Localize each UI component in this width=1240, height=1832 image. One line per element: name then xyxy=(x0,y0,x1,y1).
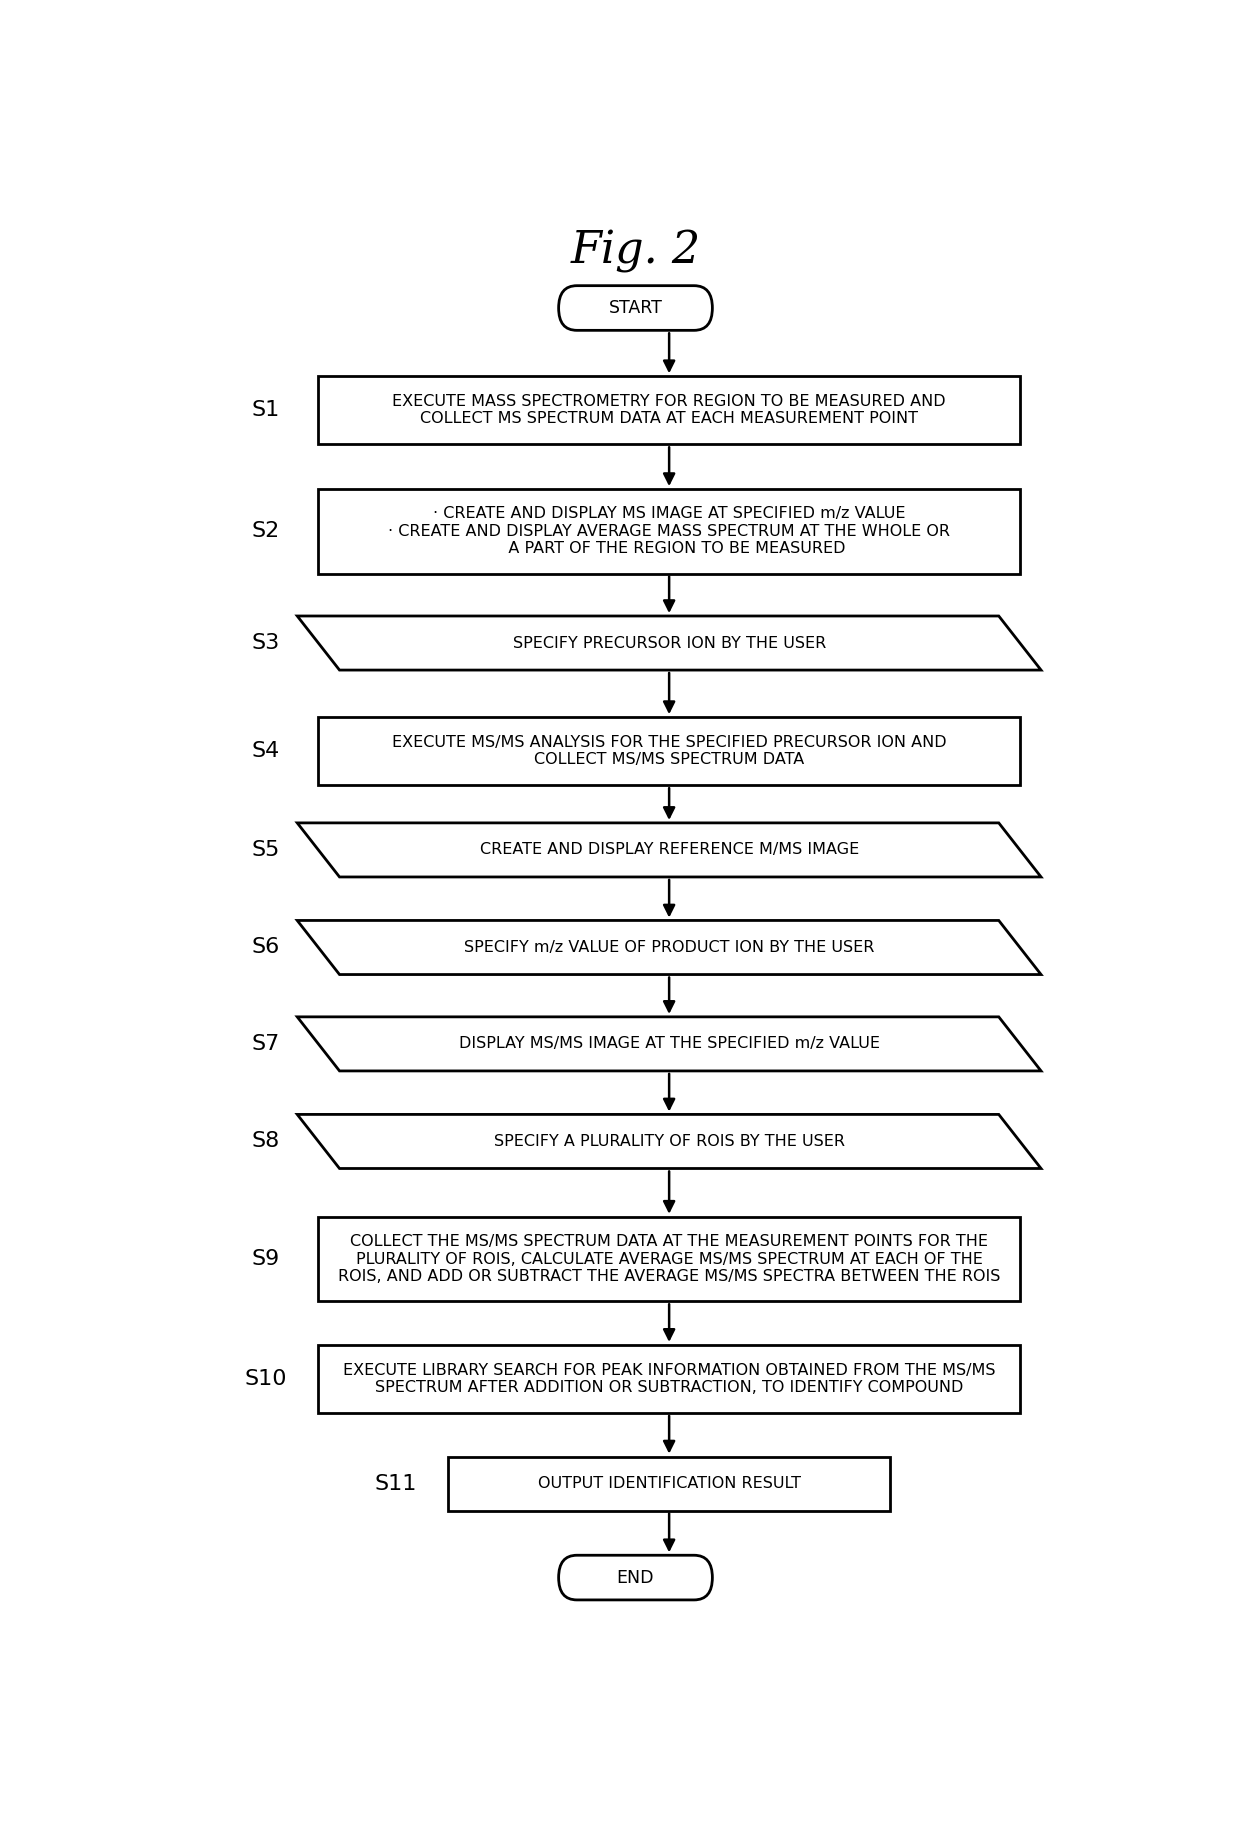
Text: SPECIFY m/z VALUE OF PRODUCT ION BY THE USER: SPECIFY m/z VALUE OF PRODUCT ION BY THE … xyxy=(464,940,874,954)
Bar xyxy=(319,1216,1019,1301)
Text: SPECIFY A PLURALITY OF ROIS BY THE USER: SPECIFY A PLURALITY OF ROIS BY THE USER xyxy=(494,1134,844,1149)
Text: S2: S2 xyxy=(252,522,280,542)
Text: S1: S1 xyxy=(252,399,280,420)
Text: S10: S10 xyxy=(244,1369,286,1389)
Polygon shape xyxy=(298,616,1042,671)
Text: START: START xyxy=(609,299,662,317)
Polygon shape xyxy=(298,823,1042,878)
Text: COLLECT THE MS/MS SPECTRUM DATA AT THE MEASUREMENT POINTS FOR THE
PLURALITY OF R: COLLECT THE MS/MS SPECTRUM DATA AT THE M… xyxy=(339,1235,1001,1284)
Text: S6: S6 xyxy=(252,938,280,958)
Text: S4: S4 xyxy=(252,742,280,760)
Bar xyxy=(319,489,1019,573)
Text: EXECUTE LIBRARY SEARCH FOR PEAK INFORMATION OBTAINED FROM THE MS/MS
SPECTRUM AFT: EXECUTE LIBRARY SEARCH FOR PEAK INFORMAT… xyxy=(343,1363,996,1396)
Bar xyxy=(319,1345,1019,1412)
Text: SPECIFY PRECURSOR ION BY THE USER: SPECIFY PRECURSOR ION BY THE USER xyxy=(512,636,826,650)
Bar xyxy=(319,376,1019,445)
Text: EXECUTE MASS SPECTROMETRY FOR REGION TO BE MEASURED AND
COLLECT MS SPECTRUM DATA: EXECUTE MASS SPECTROMETRY FOR REGION TO … xyxy=(392,394,946,427)
Polygon shape xyxy=(298,1114,1042,1169)
Bar xyxy=(319,716,1019,786)
Text: S5: S5 xyxy=(252,839,280,859)
Text: END: END xyxy=(616,1568,655,1587)
Text: S7: S7 xyxy=(252,1033,280,1053)
Text: DISPLAY MS/MS IMAGE AT THE SPECIFIED m/z VALUE: DISPLAY MS/MS IMAGE AT THE SPECIFIED m/z… xyxy=(459,1037,879,1052)
Polygon shape xyxy=(298,1017,1042,1072)
Text: S11: S11 xyxy=(374,1473,417,1493)
Text: S8: S8 xyxy=(252,1132,280,1152)
Polygon shape xyxy=(298,920,1042,975)
Text: OUTPUT IDENTIFICATION RESULT: OUTPUT IDENTIFICATION RESULT xyxy=(538,1477,801,1491)
Text: Fig. 2: Fig. 2 xyxy=(570,231,701,273)
Bar xyxy=(448,1456,890,1511)
Text: · CREATE AND DISPLAY MS IMAGE AT SPECIFIED m/z VALUE
· CREATE AND DISPLAY AVERAG: · CREATE AND DISPLAY MS IMAGE AT SPECIFI… xyxy=(388,506,950,557)
FancyBboxPatch shape xyxy=(558,286,712,330)
FancyBboxPatch shape xyxy=(558,1555,712,1599)
Text: EXECUTE MS/MS ANALYSIS FOR THE SPECIFIED PRECURSOR ION AND
COLLECT MS/MS SPECTRU: EXECUTE MS/MS ANALYSIS FOR THE SPECIFIED… xyxy=(392,735,946,768)
Text: S9: S9 xyxy=(252,1249,280,1270)
Text: S3: S3 xyxy=(252,634,280,652)
Text: CREATE AND DISPLAY REFERENCE M/MS IMAGE: CREATE AND DISPLAY REFERENCE M/MS IMAGE xyxy=(480,843,859,857)
